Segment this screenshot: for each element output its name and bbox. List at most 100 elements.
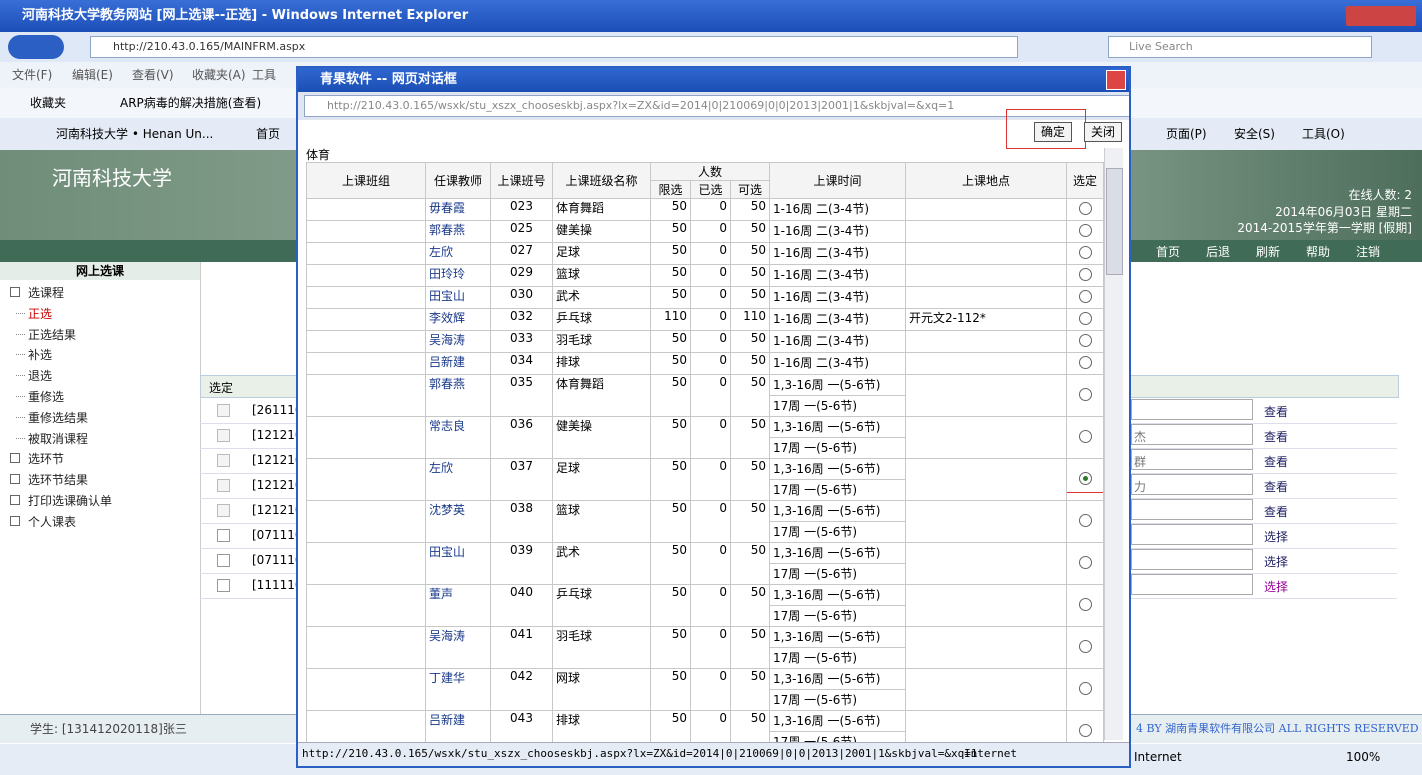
count: 50 bbox=[650, 584, 691, 627]
nav-link[interactable]: 后退 bbox=[1206, 245, 1231, 259]
list-action[interactable]: 选择 bbox=[1264, 530, 1289, 544]
radio[interactable] bbox=[1078, 513, 1092, 527]
list-action[interactable]: 查看 bbox=[1264, 455, 1289, 469]
menu-item[interactable]: 编辑(E) bbox=[72, 68, 113, 82]
list-action[interactable]: 查看 bbox=[1264, 505, 1289, 519]
list-action[interactable]: 选择 bbox=[1264, 555, 1289, 569]
tree-box bbox=[10, 287, 20, 297]
nav-link[interactable]: 注销 bbox=[1356, 245, 1381, 259]
teacher-input bbox=[1131, 424, 1253, 445]
menu-link[interactable]: 正选结果 bbox=[28, 327, 77, 342]
time: 17周 一(5-6节) bbox=[770, 521, 905, 542]
radio[interactable] bbox=[1078, 245, 1092, 259]
radio[interactable] bbox=[1078, 723, 1092, 737]
dialog-title-bar: 青果软件 -- 网页对话框 bbox=[298, 68, 1129, 92]
count: 50 bbox=[730, 242, 770, 265]
count: 50 bbox=[730, 500, 770, 543]
menu-link[interactable]: 重修选结果 bbox=[28, 410, 89, 425]
menu-group[interactable]: 选环节 bbox=[28, 452, 65, 467]
window-title: 河南科技大学教务网站 [网上选课--正选] - Windows Internet… bbox=[22, 8, 469, 23]
dialog-url-bar: http://210.43.0.165/wsxk/stu_xszx_choose… bbox=[298, 92, 1129, 120]
list-action[interactable]: 选择 bbox=[1264, 580, 1289, 594]
radio[interactable] bbox=[1078, 201, 1092, 215]
list-action[interactable]: 查看 bbox=[1264, 405, 1289, 419]
menu-link[interactable]: 正选 bbox=[28, 306, 53, 321]
search-input[interactable]: Live Search bbox=[1108, 36, 1372, 58]
radio[interactable] bbox=[1078, 471, 1092, 485]
scroll-thumb[interactable] bbox=[1106, 168, 1123, 275]
checkbox[interactable] bbox=[217, 404, 230, 417]
radio[interactable] bbox=[1078, 387, 1092, 401]
tab[interactable]: 河南科技大学 • Henan Un... bbox=[56, 127, 214, 141]
tab[interactable]: 首页 bbox=[256, 127, 281, 141]
close-button[interactable]: 关闭 bbox=[1084, 122, 1123, 142]
menu-link[interactable]: 被取消课程 bbox=[28, 431, 89, 446]
radio[interactable] bbox=[1078, 355, 1092, 369]
checkbox[interactable] bbox=[217, 554, 230, 567]
radio[interactable] bbox=[1078, 639, 1092, 653]
teacher: 左欣 bbox=[425, 458, 491, 501]
checkbox[interactable] bbox=[217, 529, 230, 542]
nav-buttons[interactable] bbox=[8, 35, 64, 59]
menu-group[interactable]: 选课程 bbox=[28, 286, 65, 300]
time: 1-16周 二(3-4节) bbox=[773, 268, 870, 282]
list-action[interactable]: 查看 bbox=[1264, 430, 1289, 444]
radio[interactable] bbox=[1078, 289, 1092, 303]
favorite-item[interactable]: ARP病毒的解决措施(查看) bbox=[120, 96, 262, 110]
toolbar-item[interactable]: 页面(P) bbox=[1166, 127, 1207, 141]
menu-group[interactable]: 打印选课确认单 bbox=[28, 494, 113, 508]
checkbox[interactable] bbox=[217, 454, 230, 467]
nav-link[interactable]: 刷新 bbox=[1256, 245, 1281, 259]
count: 50 bbox=[650, 330, 691, 353]
radio[interactable] bbox=[1078, 311, 1092, 325]
toolbar-item[interactable]: 安全(S) bbox=[1234, 127, 1275, 141]
class-row: 郭春燕 035 体育舞蹈 50 0 50 1,3-16周 一(5-6节) 17周 一(5-6节… bbox=[306, 374, 1104, 417]
radio[interactable] bbox=[1078, 267, 1092, 281]
checkbox[interactable] bbox=[217, 479, 230, 492]
nav-link[interactable]: 首页 bbox=[1156, 245, 1181, 259]
address-input[interactable]: http://210.43.0.165/MAINFRM.aspx bbox=[90, 36, 1018, 58]
radio[interactable] bbox=[1078, 555, 1092, 569]
time: 1,3-16周 一(5-6节) bbox=[773, 420, 881, 434]
menu-item[interactable]: 工具 bbox=[252, 68, 277, 82]
menu-item[interactable]: 查看(V) bbox=[132, 68, 174, 82]
menu-item[interactable]: 收藏夹(A) bbox=[192, 68, 246, 82]
time-cell: 1-16周 二(3-4节) bbox=[769, 308, 906, 331]
checkbox[interactable] bbox=[217, 429, 230, 442]
favorite-item[interactable]: 收藏夹 bbox=[30, 96, 67, 110]
menu-link[interactable]: 重修选 bbox=[28, 390, 65, 404]
class-name: 羽毛球 bbox=[552, 330, 651, 353]
class-row: 毋春霞 023 体育舞蹈 50 0 50 1-16周 二(3-4节) bbox=[306, 198, 1104, 221]
ok-button[interactable]: 确定 bbox=[1034, 122, 1073, 142]
left-menu: 网上选课 选课程 正选 正选结果 补选 退选 重修选 重修选结果 被取消课程 选环节 选环节结果 打印… bbox=[0, 262, 201, 714]
class-no: 033 bbox=[490, 330, 553, 353]
location bbox=[905, 458, 1067, 501]
window-controls[interactable] bbox=[1346, 6, 1416, 26]
tree-line bbox=[16, 354, 25, 356]
menu-link[interactable]: 补选 bbox=[28, 348, 53, 363]
address-bar: http://210.43.0.165/MAINFRM.aspx Live Se… bbox=[0, 32, 1422, 62]
tree-line bbox=[16, 333, 25, 335]
list-action[interactable]: 查看 bbox=[1264, 480, 1289, 494]
radio[interactable] bbox=[1078, 681, 1092, 695]
dialog-close-x[interactable] bbox=[1106, 70, 1126, 90]
radio[interactable] bbox=[1078, 333, 1092, 347]
radio[interactable] bbox=[1078, 429, 1092, 443]
scrollbar[interactable] bbox=[1104, 148, 1123, 740]
class-row: 郭春燕 025 健美操 50 0 50 1-16周 二(3-4节) bbox=[306, 220, 1104, 243]
menu-link[interactable]: 退选 bbox=[28, 369, 53, 384]
tree-line bbox=[16, 416, 25, 418]
time-cell: 1,3-16周 一(5-6节) 17周 一(5-6节) bbox=[769, 458, 906, 501]
menu-group[interactable]: 选环节结果 bbox=[28, 473, 89, 488]
nav-link[interactable]: 帮助 bbox=[1306, 245, 1331, 259]
class-no: 037 bbox=[490, 458, 553, 501]
checkbox[interactable] bbox=[217, 579, 230, 592]
checkbox[interactable] bbox=[217, 504, 230, 517]
radio[interactable] bbox=[1078, 597, 1092, 611]
menu-item[interactable]: 文件(F) bbox=[12, 68, 53, 82]
toolbar-item[interactable]: 工具(O) bbox=[1302, 127, 1345, 141]
menu-group[interactable]: 个人课表 bbox=[28, 514, 77, 529]
radio[interactable] bbox=[1078, 223, 1092, 237]
zoom[interactable]: 100% bbox=[1346, 750, 1381, 764]
group-cell bbox=[306, 668, 426, 711]
